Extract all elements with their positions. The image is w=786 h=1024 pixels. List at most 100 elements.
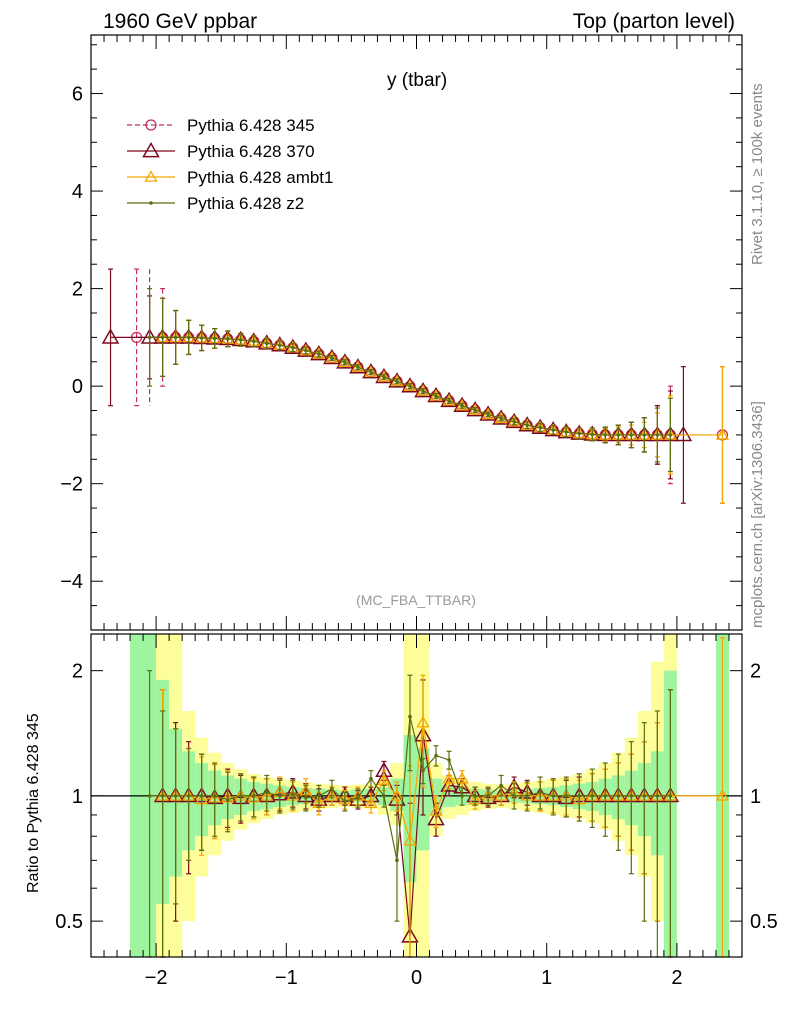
ratio-ambt1-point <box>494 789 508 801</box>
main-z2-point <box>551 428 556 432</box>
main-z2-point <box>603 433 608 437</box>
ratio-z2-series <box>147 670 673 958</box>
main-z2-point <box>421 389 425 393</box>
ratio-z2-point <box>277 794 282 798</box>
ratio-z2-point <box>629 794 634 798</box>
main-z2-point <box>538 425 542 430</box>
ratio-z2-point <box>186 794 191 798</box>
ratio-ambt1-point <box>403 833 417 846</box>
main-z2-point <box>186 335 191 340</box>
main-z2-point <box>499 416 503 421</box>
ratio-ytick-label-right: 1 <box>750 786 761 808</box>
ratio-ambt1-point <box>455 771 469 784</box>
ratio-z2-point <box>343 799 347 804</box>
main-z2-point <box>512 419 516 424</box>
main-z2-point <box>564 430 569 434</box>
ratio-z2-point <box>225 797 230 802</box>
plot-title: y (tbar) <box>387 70 447 91</box>
header-left: 1960 GeV ppbar <box>103 10 257 33</box>
ratio-z2-point <box>212 794 217 798</box>
ratio-z2-point <box>147 794 152 798</box>
main-ytick-label: 2 <box>72 279 83 301</box>
main-z2-point <box>655 433 660 437</box>
rivet-label: Rivet 3.1.10, ≥ 100k events <box>749 83 766 265</box>
main-z2-point <box>199 336 204 340</box>
main-z2-point <box>264 341 269 346</box>
legend-label: Pythia 6.428 z2 <box>187 194 304 213</box>
legend-label: Pythia 6.428 345 <box>187 116 315 135</box>
ratio-ambt1-point <box>442 771 456 784</box>
ratio-z2-point <box>577 794 582 798</box>
main-z2-point <box>460 403 464 408</box>
ratio-z2-point <box>382 794 386 798</box>
legend-label: Pythia 6.428 370 <box>187 142 315 161</box>
axes-layer: −4 −2 0 2 4 6 −2 −1 0 1 2 0.5 0.5 1 1 2 2 <box>55 34 778 989</box>
main-ytick-label: −2 <box>60 474 83 496</box>
ratio-xtick-label: 2 <box>671 967 682 989</box>
main-z2-point <box>317 352 321 356</box>
legend-label: Pythia 6.428 ambt1 <box>187 168 333 187</box>
main-z2-point <box>447 398 451 403</box>
ratio-ambt1-point <box>364 796 378 809</box>
ratio-ytick-label: 1 <box>72 786 83 808</box>
ratio-z2-point <box>160 794 165 798</box>
ratio-ambt1-point <box>390 789 404 801</box>
main-z2-point <box>616 433 621 437</box>
ratio-z2-point <box>642 794 647 798</box>
analysis-watermark: (MC_FBA_TTBAR) <box>356 592 476 608</box>
ratio-z2-point <box>421 768 425 773</box>
main-z2-point <box>668 433 673 437</box>
main-ytick-label: 4 <box>72 181 83 203</box>
ratio-ytick-label: 2 <box>72 661 83 683</box>
main-z2-point <box>369 370 373 374</box>
ratio-z2-point <box>564 794 569 798</box>
ratio-xtick-label: −1 <box>275 967 298 989</box>
legend-marker <box>149 201 153 205</box>
ratio-z2-point <box>616 794 621 798</box>
legend-marker <box>145 119 157 131</box>
legend-marker <box>142 141 160 158</box>
ratio-ytick-label: 0.5 <box>55 911 83 933</box>
ratio-z2-point <box>499 783 503 788</box>
main-z2-point <box>160 335 165 340</box>
main-z2-point <box>382 375 386 379</box>
header-right: Top (parton level) <box>573 10 735 33</box>
main-z2-point <box>251 339 256 344</box>
ratio-z2-point <box>395 858 399 863</box>
ratio-ambt1-point <box>429 804 443 816</box>
main-z2-point <box>238 338 243 342</box>
legend-marker <box>144 170 158 182</box>
main-z2-point <box>173 335 178 340</box>
ratio-z2-point <box>590 794 595 798</box>
ratio-z2-point <box>538 790 542 795</box>
main-z2-point <box>408 384 412 388</box>
ratio-z2-point <box>460 794 464 798</box>
main-z2-point <box>434 394 438 398</box>
ratio-ytick-label-right: 0.5 <box>750 911 778 933</box>
ratio-z2-point <box>408 714 412 719</box>
ratio-z2-point <box>369 776 373 781</box>
main-z2-point <box>343 360 347 365</box>
plot-title-text: y (tbar) <box>387 70 447 91</box>
main-z2-point <box>147 335 152 340</box>
main-ytick-label: 6 <box>72 84 83 106</box>
ratio-z2-point <box>330 787 334 791</box>
main-z2-point <box>356 365 360 369</box>
ratio-z2-point <box>473 794 477 798</box>
main-p370-point <box>101 328 120 344</box>
main-p345-line <box>136 336 723 436</box>
ratio-xtick-label: 1 <box>541 967 552 989</box>
ratio-z2-point <box>525 794 529 798</box>
ratio-z2-point <box>199 794 204 798</box>
main-p370-point <box>674 425 693 442</box>
main-z2-point <box>525 423 529 427</box>
main-p345-series <box>130 268 729 504</box>
ratio-p370-point <box>440 776 458 792</box>
ratio-z2-point <box>655 794 660 798</box>
ratio-z2-point <box>264 790 269 795</box>
ratio-ytick-label-right: 2 <box>750 661 761 683</box>
main-z2-point <box>291 345 295 350</box>
main-z2-series <box>147 288 673 473</box>
